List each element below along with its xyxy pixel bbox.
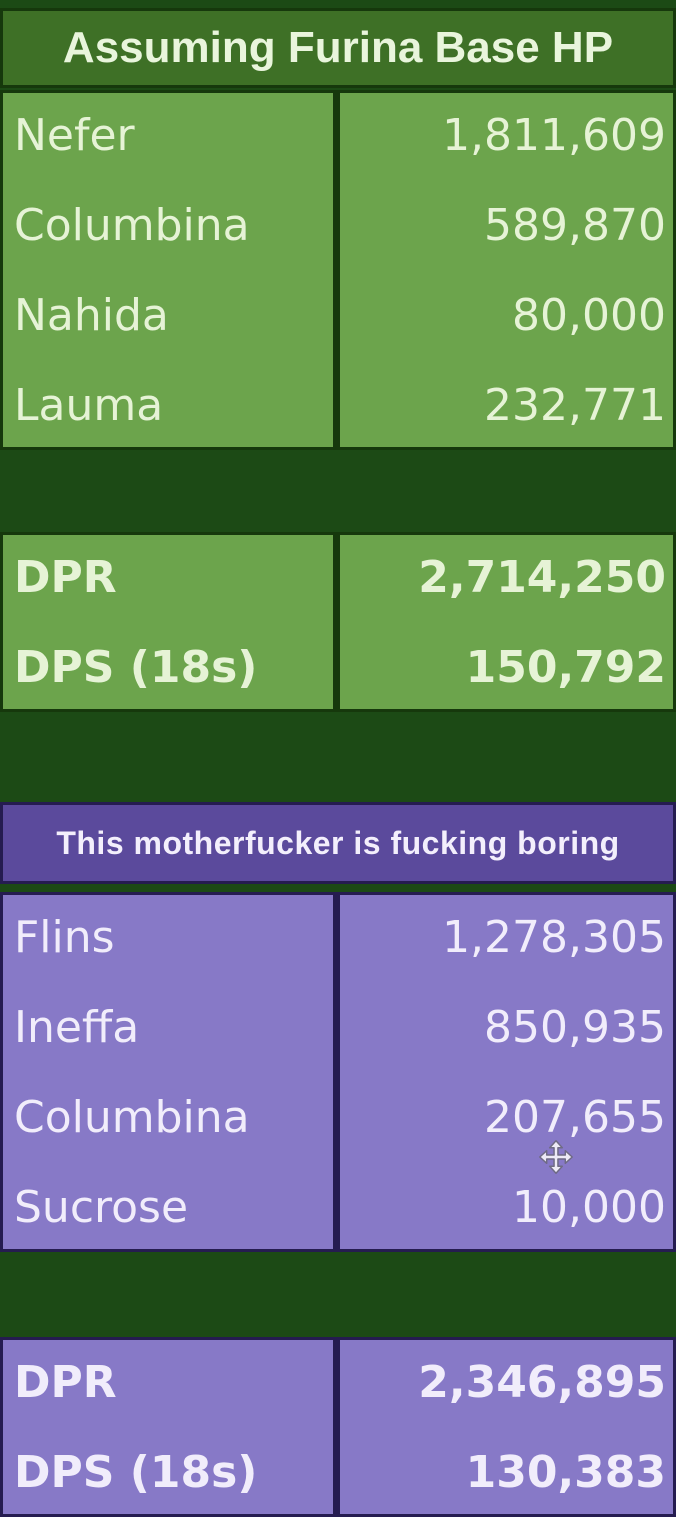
character-name-cell[interactable]: Columbina — [14, 1091, 250, 1143]
table-row: Sucrose 10,000 — [0, 1162, 676, 1252]
table-row: Nahida 80,000 — [0, 270, 676, 360]
hp-value-cell[interactable]: 1,811,609 — [442, 109, 666, 161]
purple-section-title: This motherfucker is fucking boring — [56, 824, 620, 861]
table-row: DPS (18s) 150,792 — [0, 622, 676, 712]
purple-section-header-cell[interactable]: This motherfucker is fucking boring — [0, 802, 676, 884]
table-row: Nefer 1,811,609 — [0, 90, 676, 180]
hp-value-cell[interactable]: 207,655 — [484, 1091, 666, 1143]
table-row: DPR 2,714,250 — [0, 532, 676, 622]
table-row: Columbina 207,655 — [0, 1072, 676, 1162]
table-row: Ineffa 850,935 — [0, 982, 676, 1072]
hp-value-cell[interactable]: 80,000 — [512, 289, 666, 341]
hp-value-cell[interactable]: 232,771 — [484, 379, 666, 431]
character-name-cell[interactable]: Ineffa — [14, 1001, 140, 1053]
character-name-cell[interactable]: Lauma — [14, 379, 164, 431]
table-row: Lauma 232,771 — [0, 360, 676, 450]
stat-value-cell[interactable]: 150,792 — [465, 641, 666, 693]
hp-value-cell[interactable]: 1,278,305 — [442, 911, 666, 963]
hp-value-cell[interactable]: 850,935 — [484, 1001, 666, 1053]
stat-name-cell[interactable]: DPR — [14, 1356, 117, 1408]
character-name-cell[interactable]: Sucrose — [14, 1181, 189, 1233]
character-name-cell[interactable]: Flins — [14, 911, 115, 963]
green-damage-totals-table: DPR 2,714,250 DPS (18s) 150,792 — [0, 532, 676, 712]
table-row: DPR 2,346,895 — [0, 1337, 676, 1427]
stat-value-cell[interactable]: 2,714,250 — [418, 551, 666, 603]
stat-name-cell[interactable]: DPS (18s) — [14, 641, 258, 693]
hp-value-cell[interactable]: 10,000 — [512, 1181, 666, 1233]
table-row: Flins 1,278,305 — [0, 892, 676, 982]
green-hp-table: Nefer 1,811,609 Columbina 589,870 Nahida… — [0, 90, 676, 450]
green-section-header-cell[interactable]: Assuming Furina Base HP — [0, 8, 676, 88]
hp-value-cell[interactable]: 589,870 — [484, 199, 666, 251]
table-row: Columbina 589,870 — [0, 180, 676, 270]
stat-name-cell[interactable]: DPS (18s) — [14, 1446, 258, 1498]
stat-value-cell[interactable]: 2,346,895 — [418, 1356, 666, 1408]
green-section-title: Assuming Furina Base HP — [62, 23, 614, 72]
table-row: DPS (18s) 130,383 — [0, 1427, 676, 1517]
purple-hp-table: Flins 1,278,305 Ineffa 850,935 Columbina… — [0, 892, 676, 1252]
character-name-cell[interactable]: Nahida — [14, 289, 169, 341]
stat-value-cell[interactable]: 130,383 — [465, 1446, 666, 1498]
character-name-cell[interactable]: Nefer — [14, 109, 135, 161]
stat-name-cell[interactable]: DPR — [14, 551, 117, 603]
purple-damage-totals-table: DPR 2,346,895 DPS (18s) 130,383 — [0, 1337, 676, 1517]
character-name-cell[interactable]: Columbina — [14, 199, 250, 251]
